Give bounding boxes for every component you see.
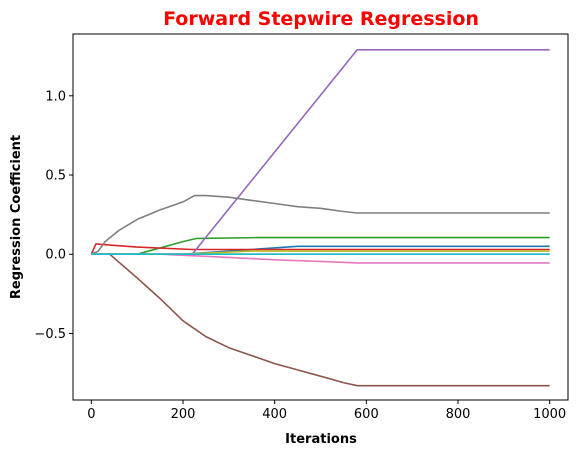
series-line-3 xyxy=(90,243,550,255)
plot-area-frame xyxy=(72,33,569,401)
series-line-5 xyxy=(91,253,550,387)
y-tick-label: −0.5 xyxy=(34,327,66,342)
y-axis: −0.5 0.0 0.5 1.0 xyxy=(34,89,73,342)
x-axis-label: Iterations xyxy=(285,432,357,447)
x-tick-label: 0 xyxy=(87,407,95,422)
x-tick-label: 200 xyxy=(171,407,196,422)
series-line-7 xyxy=(90,194,550,255)
y-tick-label: 0.0 xyxy=(45,248,66,263)
series-layer xyxy=(90,48,550,387)
y-axis-label: Regression Coefficient xyxy=(9,135,24,299)
x-tick-label: 600 xyxy=(354,407,379,422)
chart-title: Forward Stepwire Regression xyxy=(163,8,479,30)
y-tick-label: 1.0 xyxy=(45,89,66,104)
x-tick-label: 1000 xyxy=(533,407,566,422)
y-tick-label: 0.5 xyxy=(45,169,66,184)
x-tick-label: 800 xyxy=(446,407,471,422)
x-axis: 0 200 400 600 800 1000 xyxy=(87,400,566,422)
x-tick-label: 400 xyxy=(262,407,287,422)
